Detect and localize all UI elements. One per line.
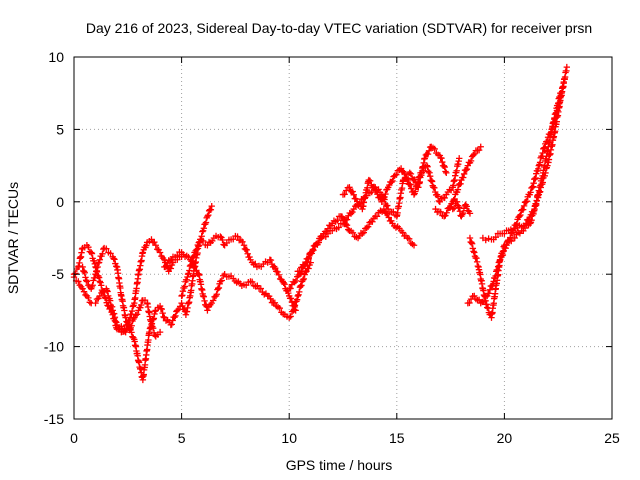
tick-labels: 0 5 10 15 20 25 -15 -10 -5 0 5 10 — [44, 49, 620, 446]
plus-markers — [339, 155, 463, 213]
axis-ticks — [73, 56, 613, 420]
series-prn-track-4 — [161, 248, 314, 321]
series-prn-track-9 — [432, 143, 484, 220]
plot-frame — [73, 56, 613, 420]
chart-title: Day 216 of 2023, Sidereal Day-to-day VTE… — [86, 20, 592, 36]
plus-markers — [479, 90, 564, 244]
plus-markers — [449, 198, 474, 220]
plus-markers — [70, 202, 215, 384]
x-tick-label: 5 — [178, 430, 186, 446]
y-axis-label: SDTVAR / TECUs — [5, 182, 21, 294]
plus-markers — [178, 232, 299, 314]
plus-markers — [161, 248, 314, 321]
series-prn-track-7 — [294, 205, 418, 275]
x-tick-label: 10 — [281, 430, 297, 446]
y-tick-label: 0 — [56, 194, 64, 210]
x-tick-label: 0 — [70, 430, 78, 446]
series-prn-track-10 — [449, 198, 474, 220]
y-tick-label: 5 — [56, 121, 64, 137]
plus-markers — [294, 205, 418, 275]
x-axis-label: GPS time / hours — [286, 457, 393, 473]
plus-markers — [466, 63, 571, 321]
plus-markers — [79, 244, 164, 340]
data-points — [70, 63, 571, 384]
series-prn-track-8 — [339, 155, 463, 213]
series-prn-track-3 — [79, 244, 164, 340]
x-tick-label: 25 — [604, 430, 620, 446]
y-tick-label: -15 — [44, 411, 64, 427]
y-tick-label: -5 — [52, 266, 65, 282]
series-prn-track-5 — [178, 232, 299, 314]
x-tick-label: 20 — [497, 430, 513, 446]
series-prn-track-11 — [466, 63, 571, 321]
plus-markers — [432, 143, 484, 220]
series-prn-track-13 — [479, 90, 564, 244]
y-tick-label: -10 — [44, 339, 64, 355]
grid — [74, 57, 612, 419]
series-prn-track-1 — [70, 202, 215, 384]
y-tick-label: 10 — [48, 49, 64, 65]
x-tick-label: 15 — [389, 430, 405, 446]
